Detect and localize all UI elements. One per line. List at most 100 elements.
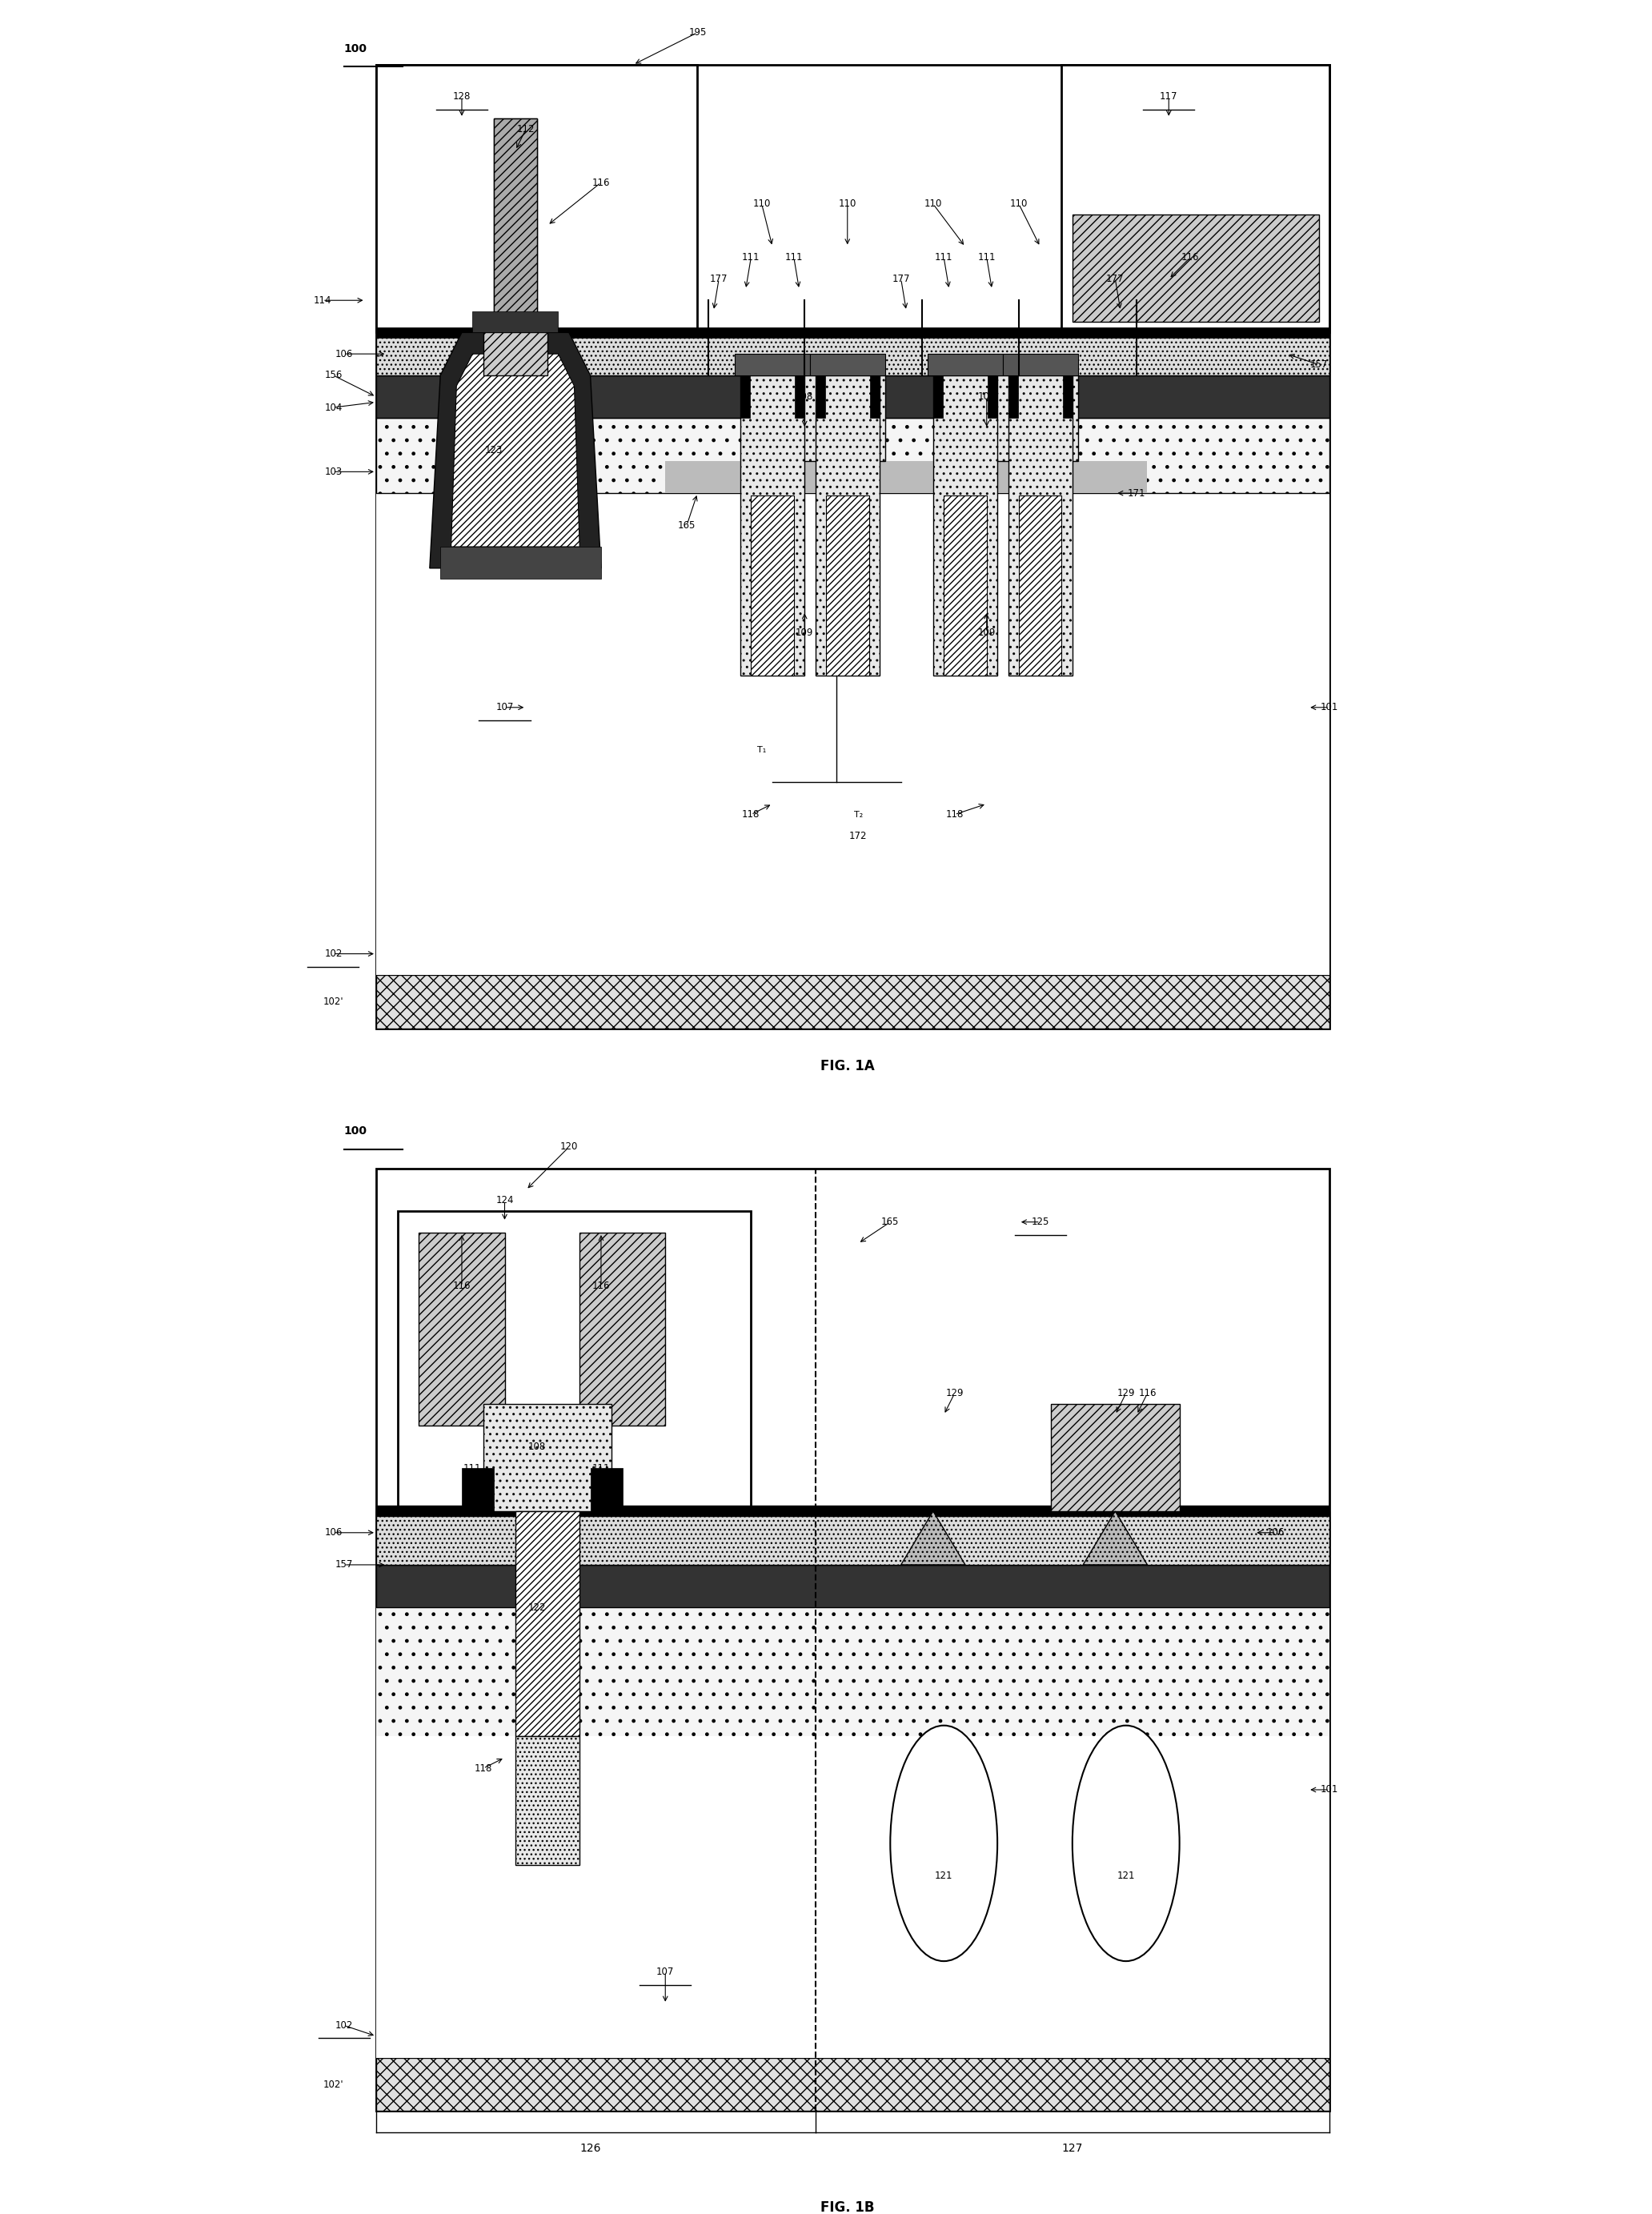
Text: 177: 177: [1107, 275, 1125, 283]
Bar: [1003, 354, 1077, 376]
Bar: [377, 1169, 1330, 2112]
Bar: [420, 1233, 504, 1426]
Bar: [377, 376, 1330, 418]
Text: 165: 165: [677, 520, 695, 531]
Text: 116: 116: [591, 1282, 610, 1291]
Text: 110: 110: [753, 199, 771, 208]
Bar: [1019, 496, 1062, 675]
Text: 100: 100: [344, 44, 367, 55]
Polygon shape: [1084, 1512, 1148, 1565]
Bar: [871, 376, 879, 418]
Ellipse shape: [890, 1725, 998, 1962]
Text: 111: 111: [464, 1463, 481, 1475]
Text: 129: 129: [945, 1388, 963, 1399]
Bar: [515, 1736, 580, 1864]
Bar: [1062, 64, 1330, 332]
Bar: [816, 376, 824, 418]
Bar: [472, 310, 558, 332]
Bar: [494, 117, 537, 332]
Text: 112: 112: [517, 124, 535, 135]
Ellipse shape: [1072, 1725, 1180, 1962]
Bar: [484, 1404, 611, 1512]
Text: FIG. 1B: FIG. 1B: [821, 2201, 874, 2214]
Text: T₁: T₁: [757, 746, 767, 755]
Bar: [666, 461, 1148, 494]
Text: 106: 106: [1267, 1528, 1285, 1539]
Bar: [943, 496, 986, 675]
Bar: [826, 496, 869, 675]
Bar: [590, 1468, 623, 1512]
Bar: [377, 494, 1330, 974]
Bar: [809, 354, 885, 376]
Bar: [1072, 215, 1318, 321]
Text: 107: 107: [496, 702, 514, 713]
Text: 156: 156: [324, 370, 342, 381]
Text: 100: 100: [344, 1125, 367, 1136]
Bar: [377, 1512, 1330, 1565]
Text: 111: 111: [935, 252, 953, 263]
Text: 106: 106: [324, 1528, 342, 1539]
Text: 120: 120: [560, 1142, 578, 1151]
Text: 108: 108: [978, 392, 996, 403]
Bar: [735, 354, 809, 376]
Bar: [494, 117, 537, 332]
Bar: [377, 1607, 1330, 1736]
Text: 157: 157: [335, 1559, 354, 1570]
Bar: [377, 1736, 1330, 2057]
Bar: [928, 354, 1003, 376]
Text: T₂: T₂: [854, 810, 862, 819]
Text: 102': 102': [324, 996, 344, 1007]
Bar: [1008, 376, 1018, 418]
Text: 118: 118: [945, 810, 963, 819]
Text: 126: 126: [580, 2143, 601, 2154]
Text: 121: 121: [1117, 1871, 1135, 1880]
Text: 127: 127: [1062, 2143, 1084, 2154]
Bar: [740, 376, 805, 675]
Bar: [377, 332, 1330, 376]
Text: 110: 110: [1009, 199, 1028, 208]
Bar: [377, 64, 1330, 1030]
Bar: [795, 376, 805, 418]
Text: 114: 114: [314, 294, 332, 306]
Bar: [377, 974, 1330, 1030]
Text: 104: 104: [324, 403, 342, 412]
Bar: [377, 328, 1330, 339]
Text: 108: 108: [796, 392, 813, 403]
Text: 110: 110: [923, 199, 942, 208]
Bar: [377, 418, 1330, 494]
Text: 109: 109: [796, 627, 813, 638]
Text: 172: 172: [849, 830, 867, 841]
Text: 116: 116: [591, 177, 610, 188]
Bar: [580, 1233, 666, 1426]
Bar: [1062, 376, 1072, 418]
Text: 108: 108: [529, 1441, 545, 1452]
Text: 118: 118: [474, 1762, 492, 1773]
Bar: [740, 376, 750, 418]
Bar: [463, 1468, 494, 1512]
Text: 110: 110: [839, 199, 856, 208]
Bar: [988, 376, 998, 418]
Text: 157: 157: [1310, 359, 1328, 370]
Text: 124: 124: [496, 1196, 514, 1207]
Bar: [752, 496, 795, 675]
Bar: [398, 1211, 752, 1512]
Polygon shape: [451, 354, 580, 547]
Bar: [1008, 376, 1072, 675]
Bar: [377, 1565, 1330, 1607]
Text: 123: 123: [486, 445, 502, 456]
Text: 101: 101: [1320, 1784, 1338, 1796]
Text: 101: 101: [1320, 702, 1338, 713]
Text: 111: 111: [978, 252, 996, 263]
Text: 103: 103: [324, 467, 342, 476]
Text: 116: 116: [453, 1282, 471, 1291]
Text: 171: 171: [1128, 487, 1145, 498]
Text: 121: 121: [935, 1871, 953, 1880]
Bar: [933, 376, 943, 418]
Bar: [1051, 1404, 1180, 1512]
Bar: [441, 547, 601, 578]
Bar: [377, 64, 697, 332]
Bar: [933, 376, 998, 675]
Text: 116: 116: [1181, 252, 1199, 263]
Bar: [377, 1506, 1330, 1517]
Text: 117: 117: [1160, 91, 1178, 102]
